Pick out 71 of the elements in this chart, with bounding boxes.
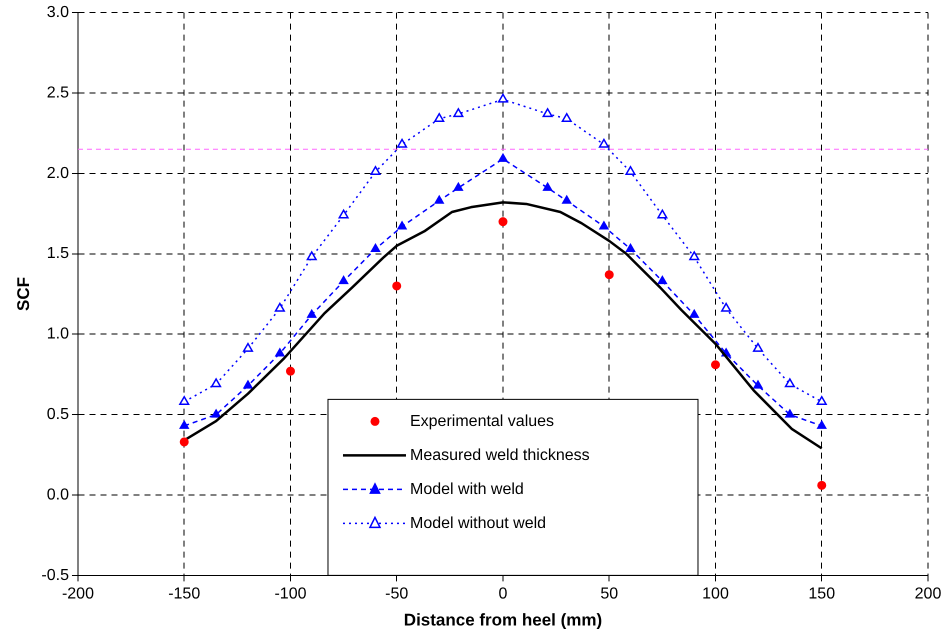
point — [434, 195, 444, 204]
y-tick-label: 2.0 — [46, 164, 70, 182]
point — [625, 166, 636, 176]
point — [626, 243, 636, 252]
point — [306, 251, 317, 260]
x-tick-label: 200 — [914, 585, 942, 602]
x-tick-label: 0 — [498, 585, 508, 602]
legend-label: Experimental values — [410, 412, 554, 430]
y-tick-label: 0.0 — [46, 486, 70, 504]
point — [816, 396, 827, 405]
point — [689, 251, 700, 260]
point — [658, 276, 668, 284]
point — [275, 348, 285, 356]
y-tick-label: 0.5 — [46, 406, 70, 424]
point — [392, 281, 402, 290]
point — [753, 380, 763, 389]
point — [498, 217, 508, 226]
legend-label: Model with weld — [410, 480, 524, 498]
legend-label: Measured weld thickness — [410, 446, 590, 464]
point — [816, 420, 827, 429]
point — [274, 302, 285, 312]
point — [242, 342, 254, 352]
point — [179, 420, 190, 429]
point — [434, 112, 444, 122]
y-tick-label: -0.5 — [41, 566, 70, 584]
point — [338, 209, 349, 218]
point — [211, 409, 221, 418]
point — [542, 108, 553, 118]
x-tick-label: 100 — [702, 585, 729, 602]
y-tick-label: 3.0 — [46, 4, 70, 22]
point — [562, 112, 572, 122]
point — [370, 166, 381, 176]
point — [397, 220, 407, 230]
point — [752, 342, 764, 352]
point — [689, 309, 700, 318]
point — [498, 94, 508, 103]
point — [370, 243, 380, 252]
point — [454, 182, 464, 191]
x-tick-label: -100 — [274, 585, 307, 602]
x-tick-label: 50 — [600, 585, 618, 602]
point — [604, 270, 614, 280]
point — [784, 378, 795, 388]
point — [179, 396, 190, 405]
point — [542, 182, 552, 191]
y-tick-label: 2.5 — [46, 84, 70, 102]
point — [180, 437, 189, 446]
point — [306, 309, 317, 318]
legend-label: Model without weld — [410, 514, 546, 532]
point — [721, 302, 732, 312]
point — [286, 366, 295, 376]
point — [453, 108, 464, 118]
x-tick-label: -200 — [62, 585, 94, 602]
x-axis-title: Distance from heel (mm) — [404, 610, 602, 630]
point — [243, 380, 253, 389]
point — [562, 195, 572, 204]
point — [338, 276, 348, 284]
point — [598, 138, 610, 148]
y-tick-label: 1.5 — [46, 245, 70, 262]
point — [211, 378, 222, 388]
point — [710, 360, 720, 370]
point — [396, 138, 408, 148]
x-tick-label: 150 — [808, 585, 836, 602]
point — [599, 220, 609, 230]
y-tick-label: 1.0 — [46, 326, 70, 343]
x-tick-label: -150 — [168, 585, 200, 602]
point — [498, 153, 508, 162]
x-tick-label: -50 — [385, 585, 408, 602]
point — [817, 480, 826, 490]
y-axis-title: SCF — [14, 277, 33, 311]
point — [785, 409, 795, 418]
point — [657, 209, 668, 218]
